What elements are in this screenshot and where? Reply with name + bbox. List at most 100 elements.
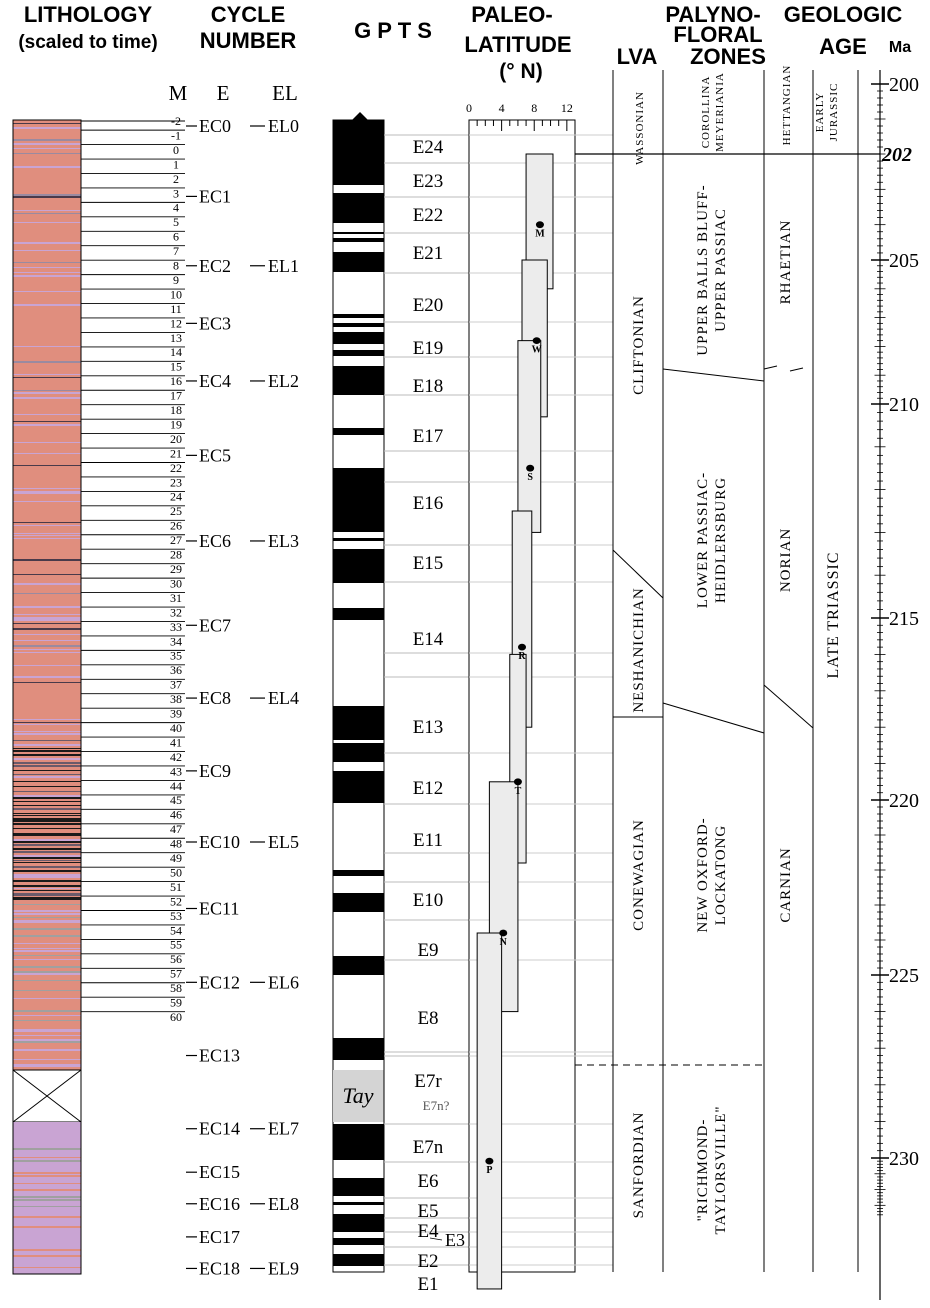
palyno-zone-label: COROLLINA	[700, 76, 712, 149]
lithology-band	[13, 750, 81, 752]
lithology-band	[13, 632, 81, 634]
m-cycle-label: -1	[171, 128, 181, 142]
lithology-band	[13, 400, 81, 401]
m-cycle-label: 48	[170, 837, 182, 851]
gpts-normal-interval	[333, 549, 384, 583]
e-cycle-label: EC15	[199, 1162, 240, 1182]
lithology-band	[13, 392, 81, 394]
lithology-band	[13, 880, 81, 882]
lithology-header: LITHOLOGY	[24, 2, 153, 27]
m-cycle-label: 39	[170, 707, 182, 721]
gpts-normal-interval	[333, 706, 384, 740]
paleolat-pole-point	[485, 1157, 494, 1165]
lithology-band	[13, 293, 81, 294]
lithology-band	[13, 870, 81, 872]
palyno-zone-label: UPPER PASSIAC	[713, 208, 729, 332]
lithology-band	[13, 121, 81, 123]
paleolat-tick-label: 4	[499, 101, 505, 115]
lithology-band	[13, 893, 81, 895]
paleolat-pole-point	[499, 929, 508, 937]
lithology-band	[13, 962, 81, 963]
stage-label: RHAETIAN	[778, 220, 794, 305]
lithology-band	[13, 325, 81, 327]
lithology-band	[13, 714, 81, 716]
lithology-band	[13, 535, 81, 536]
el-cycle-label: EL6	[268, 972, 299, 992]
lithology-band	[13, 815, 81, 816]
lithology-band	[13, 748, 81, 749]
lithology-band	[13, 588, 81, 590]
lithology-band	[13, 525, 81, 526]
lithology-band	[13, 610, 81, 611]
lithology-band	[13, 159, 81, 160]
m-cycle-label: 56	[170, 952, 182, 966]
lithology-band	[13, 1020, 81, 1021]
lithology-band	[13, 411, 81, 413]
el-cycle-label: EL4	[268, 688, 299, 708]
lithology-band	[13, 506, 81, 508]
lithology-band	[13, 148, 81, 149]
gpts-chron-label: E12	[413, 778, 444, 799]
m-cycle-label: 59	[170, 996, 182, 1010]
lithology-band	[13, 381, 81, 382]
lithology-band	[13, 910, 81, 912]
palyno-zone-label: UPPER BALLS BLUFF-	[695, 184, 711, 355]
lithology-band	[13, 765, 81, 767]
lithology-band	[13, 515, 81, 516]
zone-boundary	[662, 702, 765, 734]
gpts-chron-label: E20	[413, 295, 444, 316]
m-cycle-label: 13	[170, 331, 182, 345]
gpts-normal-interval	[333, 238, 384, 242]
gpts-chron-label: E19	[413, 338, 444, 359]
m-cycle-label: 30	[170, 576, 182, 590]
lithology-band	[13, 866, 81, 868]
lithology-band	[13, 703, 81, 704]
lithology-band	[13, 254, 81, 256]
paleolat-pole-label: P	[486, 1165, 492, 1176]
lithology-band	[13, 975, 81, 977]
lithology-band	[13, 330, 81, 331]
e-cycle-label: EC13	[199, 1046, 240, 1066]
gpts-normal-interval	[333, 743, 384, 762]
m-cycle-label: 16	[170, 374, 182, 388]
lithology-band	[13, 890, 81, 891]
paleolat-pole-label: R	[518, 651, 526, 662]
lithology-band	[13, 1031, 81, 1032]
lithology-band	[13, 687, 81, 688]
gpts-chron-label: E21	[413, 243, 444, 264]
lithology-band	[13, 357, 81, 358]
lithology-band	[13, 762, 81, 764]
lithology-band	[13, 601, 81, 602]
lithology-band	[13, 1041, 81, 1043]
lithology-band	[13, 874, 81, 876]
lithology-band	[13, 364, 81, 366]
paleolat-uncertainty-box	[476, 932, 503, 1290]
zone-boundary	[612, 549, 664, 599]
lithology-band	[13, 210, 81, 211]
lithology-band	[13, 143, 81, 145]
lithology-band	[13, 123, 81, 124]
lithology-band	[13, 744, 81, 746]
cycle-m-label: M	[169, 81, 188, 105]
gpts-chron-label: E7n	[413, 1137, 444, 1158]
lithology-band	[13, 665, 81, 666]
lithology-band	[13, 645, 81, 647]
lithology-band	[13, 643, 81, 644]
gpts-chron-label: E2	[417, 1251, 438, 1272]
lithology-band	[13, 231, 81, 233]
lithology-band	[13, 286, 81, 287]
lithology-band	[13, 404, 81, 405]
lithology-band	[13, 163, 81, 164]
lithology-band	[13, 1148, 81, 1150]
lithology-band	[13, 577, 81, 578]
ma-label: 200	[889, 74, 919, 96]
palyno-header-3: ZONES	[690, 44, 766, 69]
m-cycle-label: 43	[170, 764, 182, 778]
m-cycle-label: 8	[173, 259, 179, 273]
lithology-band	[13, 451, 81, 452]
lithology-band	[13, 820, 81, 822]
lithology-band	[13, 950, 81, 952]
lva-zone-label: WASSONIAN	[634, 91, 646, 165]
lithology-band	[13, 1179, 81, 1180]
m-cycle-label: 19	[170, 417, 182, 431]
